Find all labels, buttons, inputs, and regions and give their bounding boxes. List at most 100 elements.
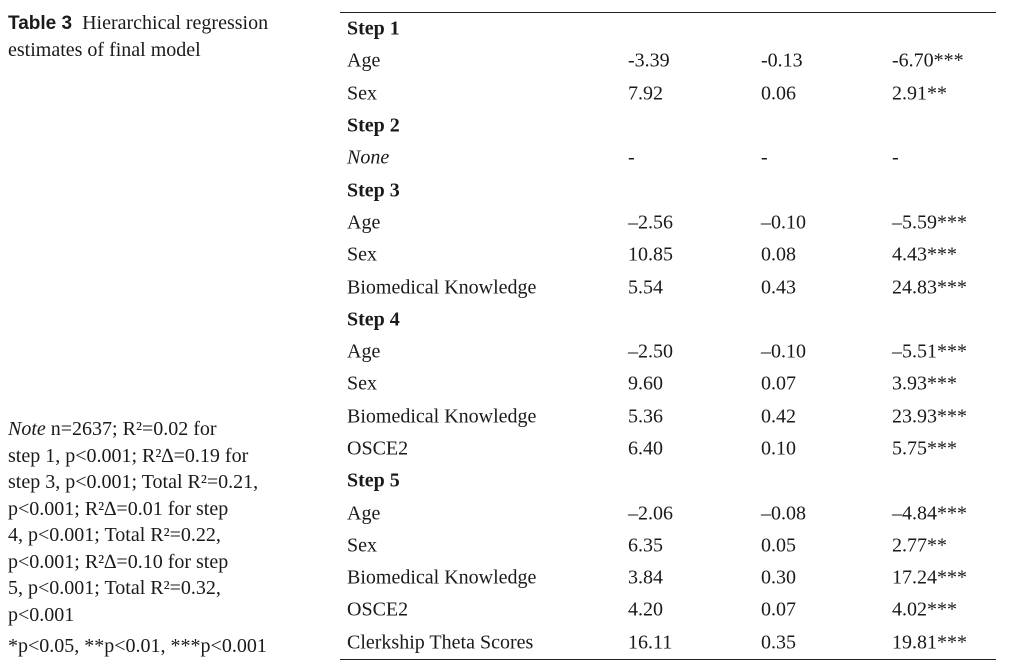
t-cell: 19.81*** <box>892 631 967 654</box>
row-label: Biomedical Knowledge <box>347 276 537 299</box>
table-row: Age –2.50 –0.10 –5.51*** <box>347 336 997 368</box>
row-label: Biomedical Knowledge <box>347 566 537 589</box>
step-header-row: Step 4 <box>347 304 997 336</box>
row-label: Age <box>347 49 381 72</box>
note-line-3: step 3, p<0.001; Total R²=0.21, <box>8 471 259 493</box>
row-label: Age <box>347 211 381 234</box>
b-cell: 9.60 <box>628 372 663 395</box>
row-label: Step 1 <box>347 17 400 40</box>
table-row: Biomedical Knowledge 5.36 0.42 23.93*** <box>347 401 997 433</box>
beta-cell: 0.08 <box>761 243 796 266</box>
t-cell: 2.77** <box>892 534 947 557</box>
b-cell: 5.36 <box>628 405 663 428</box>
t-cell: 23.93*** <box>892 405 967 428</box>
beta-cell: 0.42 <box>761 405 796 428</box>
t-cell: - <box>892 146 899 169</box>
row-label: Step 5 <box>347 469 400 492</box>
t-cell: –5.51*** <box>892 340 967 363</box>
beta-cell: –0.10 <box>761 211 806 234</box>
table-row: Sex 7.92 0.06 2.91** <box>347 78 997 110</box>
table-label: Table 3 <box>8 13 73 34</box>
row-label: Age <box>347 340 381 363</box>
beta-cell: 0.43 <box>761 276 796 299</box>
b-cell: -3.39 <box>628 49 670 72</box>
row-label: Step 3 <box>347 179 400 202</box>
b-cell: 16.11 <box>628 631 673 654</box>
table-row: Biomedical Knowledge 3.84 0.30 17.24*** <box>347 562 997 594</box>
row-label: Step 4 <box>347 308 400 331</box>
table-row: None - - - <box>347 142 997 174</box>
beta-cell: 0.10 <box>761 437 796 460</box>
t-cell: 3.93*** <box>892 372 957 395</box>
note-line-5: 4, p<0.001; Total R²=0.22, <box>8 524 221 546</box>
t-cell: 24.83*** <box>892 276 967 299</box>
b-cell: 7.92 <box>628 82 663 105</box>
row-label: Sex <box>347 372 377 395</box>
table-top-rule <box>340 12 996 13</box>
table-row: Sex 6.35 0.05 2.77** <box>347 530 997 562</box>
step-header-row: Step 5 <box>347 465 997 497</box>
beta-cell: 0.05 <box>761 534 796 557</box>
table-title: Hierarchical regression estimates of fin… <box>8 12 269 61</box>
b-cell: –2.06 <box>628 502 673 525</box>
note-line-6: p<0.001; R²∆=0.10 for step <box>8 550 229 573</box>
t-cell: –5.59*** <box>892 211 967 234</box>
table-caption: Table 3 Hierarchical regression estimate… <box>8 10 328 63</box>
b-cell: 10.85 <box>628 243 673 266</box>
note-line-1: n=2637; R²=0.02 for <box>50 418 217 440</box>
note-line-7: 5, p<0.001; Total R²=0.32, <box>8 577 221 599</box>
b-cell: 5.54 <box>628 276 663 299</box>
beta-cell: 0.35 <box>761 631 796 654</box>
b-cell: 3.84 <box>628 566 663 589</box>
table-row: Sex 10.85 0.08 4.43*** <box>347 239 997 271</box>
table-row: OSCE2 4.20 0.07 4.02*** <box>347 594 997 626</box>
b-cell: 6.40 <box>628 437 663 460</box>
step-header-row: Step 3 <box>347 174 997 206</box>
regression-table: Step 1 Age -3.39 -0.13 -6.70*** Sex 7.92 0.06 2.… <box>347 13 997 659</box>
t-cell: 17.24*** <box>892 566 967 589</box>
b-cell: 6.35 <box>628 534 663 557</box>
table-row: Biomedical Knowledge 5.54 0.43 24.83*** <box>347 271 997 303</box>
beta-cell: -0.13 <box>761 49 803 72</box>
row-label: Step 2 <box>347 114 400 137</box>
row-label: Sex <box>347 82 377 105</box>
row-label: Sex <box>347 243 377 266</box>
t-cell: 5.75*** <box>892 437 957 460</box>
beta-cell: 0.07 <box>761 598 796 621</box>
note-line-4: p<0.001; R²∆=0.01 for step <box>8 497 229 520</box>
t-cell: 4.02*** <box>892 598 957 621</box>
row-label: None <box>347 146 390 169</box>
row-label: OSCE2 <box>347 437 409 460</box>
note-lead: Note <box>8 418 46 440</box>
significance-legend: *p<0.05, **p<0.01, ***p<0.001 <box>8 635 267 657</box>
b-cell: - <box>628 146 635 169</box>
table-note: Note n=2637; R²=0.02 for step 1, p<0.001… <box>8 416 308 628</box>
row-label: Sex <box>347 534 377 557</box>
t-cell: -6.70*** <box>892 49 964 72</box>
beta-cell: –0.10 <box>761 340 806 363</box>
table-row: Clerkship Theta Scores 16.11 0.35 19.81*** <box>347 627 997 659</box>
beta-cell: - <box>761 146 768 169</box>
table-row: Sex 9.60 0.07 3.93*** <box>347 368 997 400</box>
row-label: Clerkship Theta Scores <box>347 631 534 654</box>
table-row: Age –2.06 –0.08 –4.84*** <box>347 497 997 529</box>
table-row: OSCE2 6.40 0.10 5.75*** <box>347 433 997 465</box>
table-row: Age –2.56 –0.10 –5.59*** <box>347 207 997 239</box>
t-cell: –4.84*** <box>892 502 967 525</box>
row-label: Biomedical Knowledge <box>347 405 537 428</box>
note-line-8: p<0.001 <box>8 603 75 626</box>
table-row: Age -3.39 -0.13 -6.70*** <box>347 45 997 77</box>
note-line-2: step 1, p<0.001; R²∆=0.19 for <box>8 444 249 467</box>
beta-cell: –0.08 <box>761 502 806 525</box>
row-label: Age <box>347 502 381 525</box>
beta-cell: 0.07 <box>761 372 796 395</box>
b-cell: –2.56 <box>628 211 673 234</box>
beta-cell: 0.06 <box>761 82 796 105</box>
row-label: OSCE2 <box>347 598 409 621</box>
beta-cell: 0.30 <box>761 566 796 589</box>
t-cell: 2.91** <box>892 82 947 105</box>
table-bottom-rule <box>340 659 996 660</box>
step-header-row: Step 1 <box>347 13 997 45</box>
b-cell: –2.50 <box>628 340 673 363</box>
b-cell: 4.20 <box>628 598 663 621</box>
